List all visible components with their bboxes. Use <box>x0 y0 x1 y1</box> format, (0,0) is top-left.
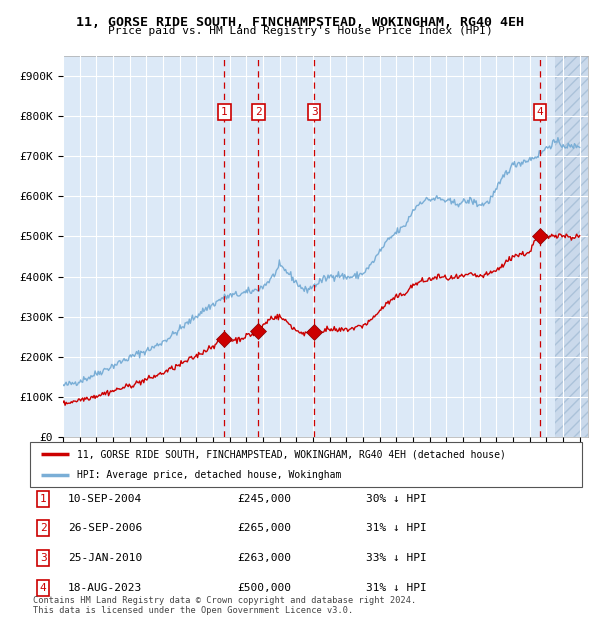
Text: 11, GORSE RIDE SOUTH, FINCHAMPSTEAD, WOKINGHAM, RG40 4EH (detached house): 11, GORSE RIDE SOUTH, FINCHAMPSTEAD, WOK… <box>77 449 506 459</box>
Bar <box>554 56 588 437</box>
Text: 18-AUG-2023: 18-AUG-2023 <box>68 583 142 593</box>
Text: £500,000: £500,000 <box>237 583 291 593</box>
Text: 3: 3 <box>40 553 47 563</box>
Text: 30% ↓ HPI: 30% ↓ HPI <box>365 494 427 504</box>
Text: 3: 3 <box>311 107 317 117</box>
Text: 10-SEP-2004: 10-SEP-2004 <box>68 494 142 504</box>
Text: 11, GORSE RIDE SOUTH, FINCHAMPSTEAD, WOKINGHAM, RG40 4EH: 11, GORSE RIDE SOUTH, FINCHAMPSTEAD, WOK… <box>76 16 524 29</box>
Text: £245,000: £245,000 <box>237 494 291 504</box>
Text: £263,000: £263,000 <box>237 553 291 563</box>
Text: 33% ↓ HPI: 33% ↓ HPI <box>365 553 427 563</box>
Text: 1: 1 <box>40 494 47 504</box>
Text: 2: 2 <box>40 523 47 533</box>
Text: 4: 4 <box>537 107 544 117</box>
FancyBboxPatch shape <box>30 442 582 487</box>
Text: Price paid vs. HM Land Registry's House Price Index (HPI): Price paid vs. HM Land Registry's House … <box>107 26 493 36</box>
Text: 31% ↓ HPI: 31% ↓ HPI <box>365 583 427 593</box>
Text: HPI: Average price, detached house, Wokingham: HPI: Average price, detached house, Woki… <box>77 469 341 480</box>
Text: £265,000: £265,000 <box>237 523 291 533</box>
Text: Contains HM Land Registry data © Crown copyright and database right 2024.
This d: Contains HM Land Registry data © Crown c… <box>33 596 416 615</box>
Text: 1: 1 <box>221 107 228 117</box>
Text: 31% ↓ HPI: 31% ↓ HPI <box>365 523 427 533</box>
Text: 26-SEP-2006: 26-SEP-2006 <box>68 523 142 533</box>
Text: 4: 4 <box>40 583 47 593</box>
Text: 2: 2 <box>255 107 262 117</box>
Text: 25-JAN-2010: 25-JAN-2010 <box>68 553 142 563</box>
